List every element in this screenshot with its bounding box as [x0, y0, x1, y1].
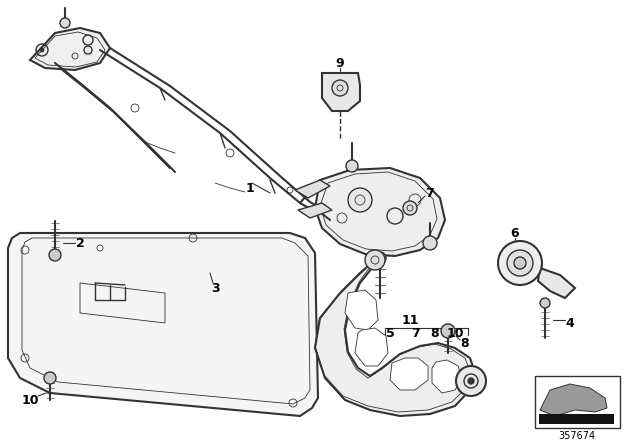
Circle shape — [507, 250, 533, 276]
Circle shape — [514, 257, 526, 269]
Polygon shape — [315, 168, 445, 256]
Polygon shape — [432, 360, 462, 393]
Circle shape — [498, 241, 542, 285]
Circle shape — [441, 324, 455, 338]
Circle shape — [456, 366, 486, 396]
Circle shape — [468, 378, 474, 384]
Text: 11: 11 — [401, 314, 419, 327]
Circle shape — [540, 298, 550, 308]
Circle shape — [403, 201, 417, 215]
Text: 357674: 357674 — [559, 431, 596, 441]
Polygon shape — [8, 233, 318, 416]
Circle shape — [44, 372, 56, 384]
Text: 4: 4 — [566, 316, 574, 329]
Text: 9: 9 — [336, 56, 344, 69]
Text: 6: 6 — [511, 227, 519, 240]
Text: 8: 8 — [461, 336, 469, 349]
Circle shape — [374, 252, 386, 264]
Polygon shape — [298, 203, 332, 218]
Text: 2: 2 — [76, 237, 84, 250]
Text: 5: 5 — [386, 327, 394, 340]
Polygon shape — [322, 73, 360, 111]
Text: 7: 7 — [426, 186, 435, 199]
Polygon shape — [30, 28, 110, 70]
Polygon shape — [345, 290, 378, 330]
Text: 3: 3 — [211, 281, 220, 294]
Circle shape — [346, 160, 358, 172]
Text: 1: 1 — [246, 181, 254, 194]
Polygon shape — [390, 358, 428, 390]
Circle shape — [49, 249, 61, 261]
Text: 7: 7 — [411, 327, 419, 340]
Circle shape — [348, 188, 372, 212]
Polygon shape — [355, 328, 388, 366]
Circle shape — [332, 80, 348, 96]
Text: 10: 10 — [21, 393, 39, 406]
Polygon shape — [538, 268, 575, 298]
Circle shape — [40, 48, 44, 52]
Circle shape — [423, 236, 437, 250]
Circle shape — [365, 250, 385, 270]
Bar — [535, 376, 620, 428]
Text: 10: 10 — [446, 327, 464, 340]
Circle shape — [60, 18, 70, 28]
Polygon shape — [295, 180, 330, 198]
Text: 8: 8 — [431, 327, 439, 340]
Polygon shape — [315, 260, 475, 416]
Polygon shape — [540, 384, 607, 416]
Bar — [539, 414, 614, 424]
